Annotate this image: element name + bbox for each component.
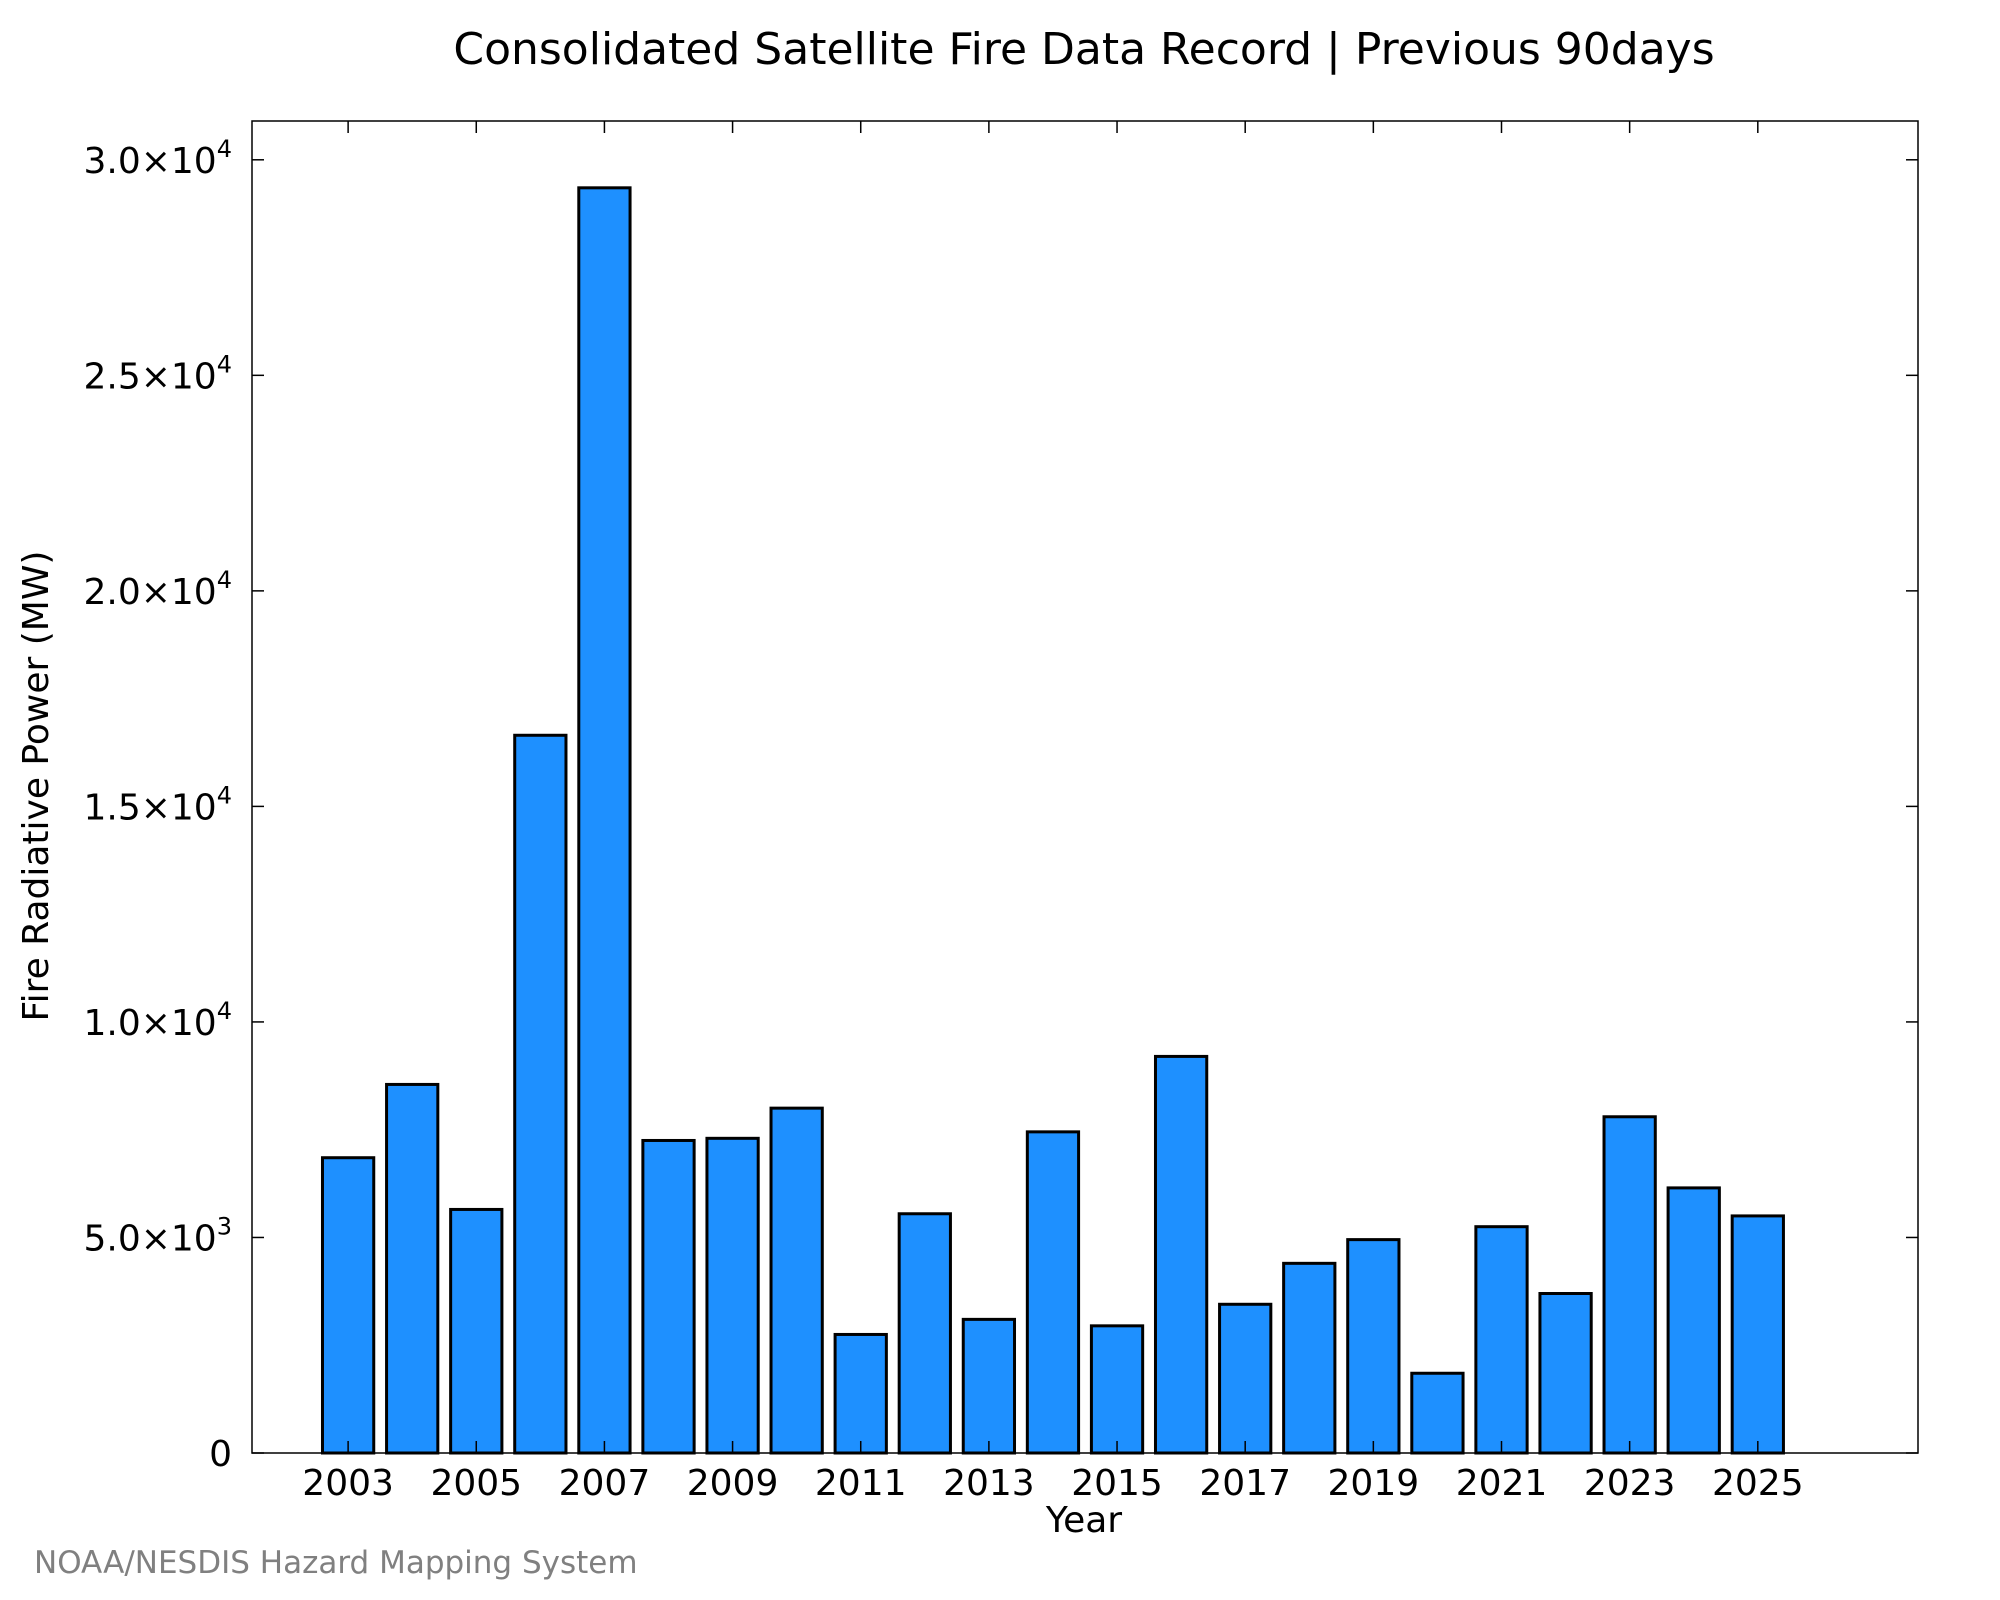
bar-2025 (1730, 1214, 1785, 1455)
y-axis: 0 5.0×103 1.0×104 1.5×104 2.0×104 2.5×104 3.0×… (83, 135, 1918, 1475)
x-tick-label: 2017 (1199, 1463, 1291, 1504)
bar-2022 (1538, 1292, 1593, 1455)
bar-2008 (641, 1138, 696, 1455)
y-tick-label: 5.0×103 (83, 1212, 232, 1259)
chart-title: Consolidated Satellite Fire Data Record … (453, 24, 1714, 75)
bar-2009 (705, 1136, 760, 1455)
plot-frame (251, 120, 1919, 1454)
x-tick-label: 2023 (1584, 1463, 1676, 1504)
x-tick-label: 2011 (815, 1463, 907, 1504)
bar-2023 (1602, 1115, 1657, 1455)
y-tick-label: 2.5×104 (83, 350, 232, 397)
bar-2003 (320, 1156, 376, 1455)
bar-series (320, 186, 1785, 1455)
x-tick-label: 2013 (943, 1463, 1035, 1504)
bar-2020 (1410, 1371, 1465, 1455)
y-tick-label: 3.0×104 (83, 135, 232, 182)
x-tick-label: 2019 (1328, 1463, 1420, 1504)
y-tick-label: 1.0×104 (83, 997, 232, 1044)
x-tick-label: 2021 (1456, 1463, 1548, 1504)
bar-2024 (1666, 1186, 1721, 1455)
x-tick-label: 2007 (559, 1463, 651, 1504)
x-axis-label: Year (1045, 1500, 1122, 1541)
bar-2016 (1153, 1054, 1209, 1455)
bar-2006 (513, 733, 568, 1455)
bar-2015 (1089, 1324, 1145, 1455)
bar-2011 (833, 1332, 888, 1455)
bar-2018 (1282, 1261, 1337, 1455)
x-axis: 2003 2005 2007 2009 2011 2013 2015 2017 2019 2021… (302, 121, 1804, 1504)
bar-2010 (769, 1106, 824, 1455)
x-tick-label: 2003 (302, 1463, 394, 1504)
bar-2004 (385, 1082, 440, 1455)
bar-2007 (577, 186, 632, 1455)
bar-2017 (1218, 1302, 1273, 1455)
y-tick-label: 1.5×104 (83, 781, 232, 828)
bar-2005 (449, 1207, 504, 1455)
x-tick-label: 2025 (1712, 1463, 1804, 1504)
bar-2021 (1474, 1225, 1529, 1455)
bar-2013 (961, 1317, 1017, 1455)
y-axis-label: Fire Radiative Power (MW) (16, 551, 57, 1022)
bar-2019 (1346, 1238, 1401, 1455)
x-tick-label: 2009 (687, 1463, 779, 1504)
bar-2014 (1025, 1130, 1081, 1455)
y-tick-label: 0 (209, 1434, 232, 1475)
bar-2012 (897, 1212, 952, 1455)
y-tick-label: 2.0×104 (83, 566, 232, 613)
source-credit: NOAA/NESDIS Hazard Mapping System (34, 1545, 638, 1581)
x-tick-label: 2015 (1071, 1463, 1163, 1504)
x-tick-label: 2005 (430, 1463, 522, 1504)
